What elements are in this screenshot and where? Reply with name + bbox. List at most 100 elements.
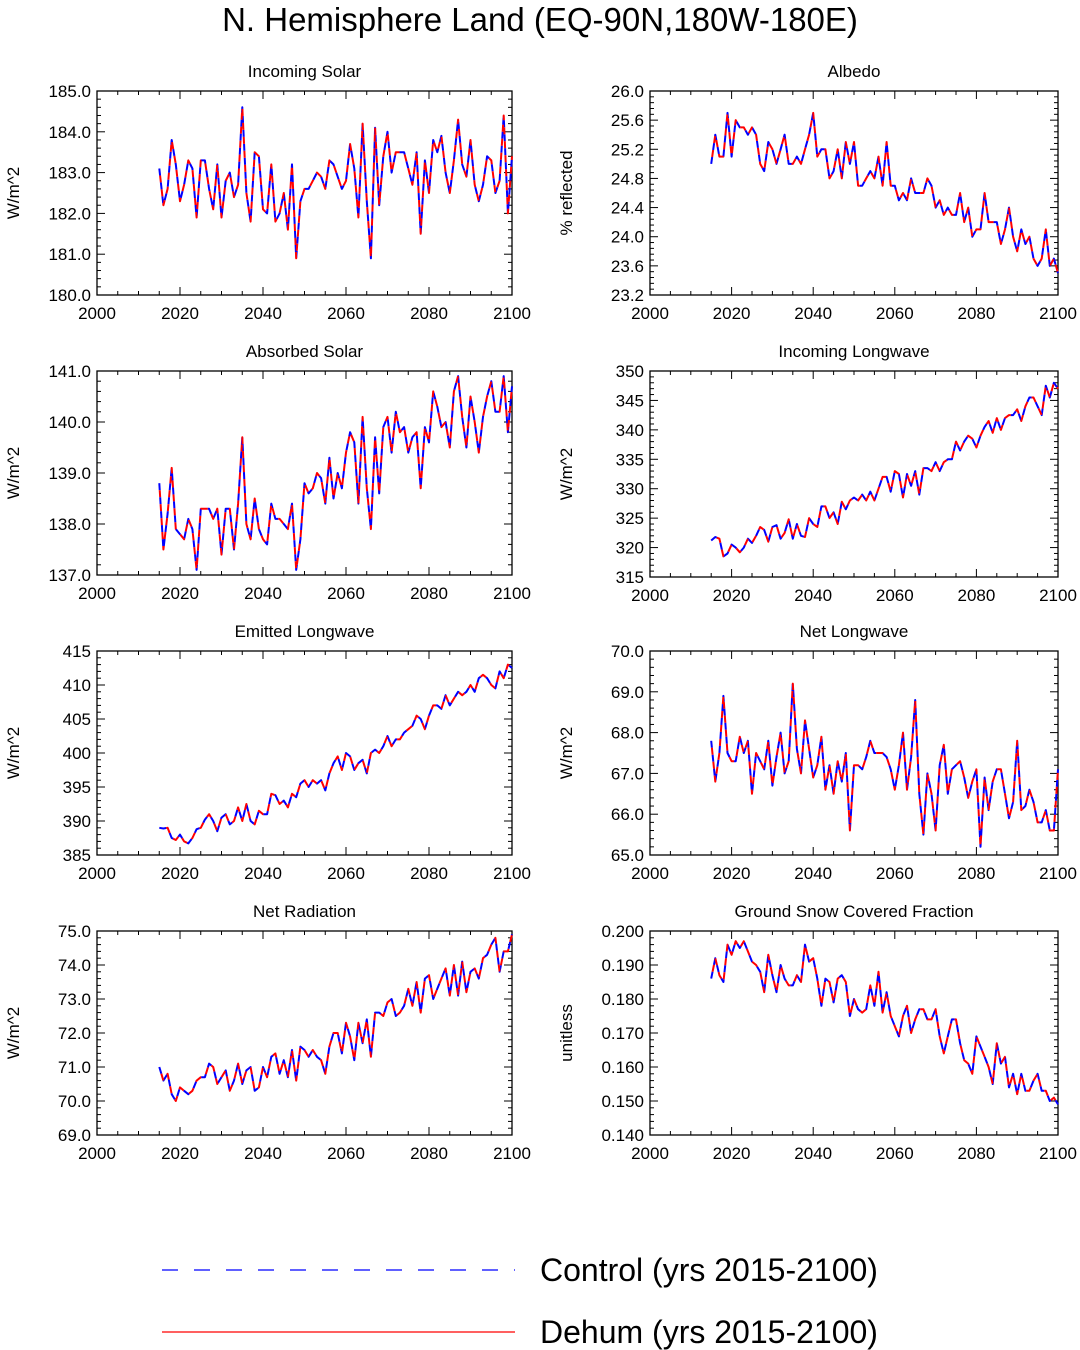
- legend-dehum-label: Dehum (yrs 2015-2100): [540, 1314, 878, 1350]
- y-tick-label: 0.160: [601, 1058, 644, 1077]
- y-tick-label: 325: [616, 509, 644, 528]
- y-tick-label: 385: [63, 846, 91, 865]
- y-tick-label: 69.0: [58, 1126, 91, 1145]
- y-tick-label: 0.190: [601, 956, 644, 975]
- x-tick-label: 2100: [493, 584, 531, 603]
- y-tick-label: 65.0: [611, 846, 644, 865]
- x-tick-label: 2020: [161, 304, 199, 323]
- x-tick-label: 2080: [410, 1144, 448, 1163]
- y-tick-label: 24.0: [611, 228, 644, 247]
- y-tick-label: 23.6: [611, 257, 644, 276]
- series-line-dehum: [159, 663, 513, 845]
- series-line-dehum: [710, 111, 1059, 274]
- x-tick-label: 2060: [876, 304, 914, 323]
- y-axis-label: % reflected: [557, 150, 576, 235]
- x-tick-label: 2020: [161, 584, 199, 603]
- panel-title: Albedo: [828, 62, 881, 81]
- y-tick-label: 73.0: [58, 990, 91, 1009]
- plot-frame: [649, 650, 1059, 856]
- plot-frame: [96, 370, 513, 576]
- y-tick-label: 141.0: [48, 362, 91, 381]
- y-tick-label: 72.0: [58, 1024, 91, 1043]
- legend-control-label: Control (yrs 2015-2100): [540, 1252, 878, 1288]
- series-line-dehum: [158, 375, 513, 571]
- y-axis-label: W/m^2: [4, 167, 23, 219]
- y-tick-label: 185.0: [48, 82, 91, 101]
- series-line-control: [158, 934, 513, 1102]
- x-tick-label: 2020: [713, 864, 751, 883]
- panel-7: Net Radiation W/m^2 2000 2020 2040 2060 2080 21…: [4, 902, 531, 1163]
- series-line-control: [710, 682, 1059, 848]
- y-tick-label: 400: [63, 744, 91, 763]
- y-tick-label: 24.4: [611, 199, 644, 218]
- x-tick-label: 2040: [794, 586, 832, 605]
- panel-1: Incoming Solar W/m^2 2000 2020 2040 2060 2080 2…: [4, 62, 531, 323]
- x-tick-label: 2100: [1039, 864, 1077, 883]
- y-tick-label: 335: [616, 450, 644, 469]
- series-line-dehum: [158, 106, 513, 260]
- y-axis-label: W/m^2: [557, 448, 576, 500]
- y-tick-label: 320: [616, 539, 644, 558]
- x-tick-label: 2000: [631, 586, 669, 605]
- y-tick-label: 70.0: [58, 1092, 91, 1111]
- y-tick-label: 137.0: [48, 566, 91, 585]
- y-tick-label: 24.8: [611, 169, 644, 188]
- y-axis-label: W/m^2: [557, 727, 576, 779]
- y-axis-label: W/m^2: [4, 1007, 23, 1059]
- x-tick-label: 2020: [161, 1144, 199, 1163]
- series-line-dehum: [158, 934, 513, 1102]
- y-tick-label: 75.0: [58, 922, 91, 941]
- y-tick-label: 67.0: [611, 764, 644, 783]
- x-tick-label: 2060: [876, 864, 914, 883]
- y-tick-label: 0.150: [601, 1092, 644, 1111]
- y-tick-label: 26.0: [611, 82, 644, 101]
- y-tick-label: 390: [63, 812, 91, 831]
- x-tick-label: 2000: [78, 864, 116, 883]
- x-tick-label: 2040: [244, 864, 282, 883]
- x-tick-label: 2040: [794, 864, 832, 883]
- x-tick-label: 2080: [957, 304, 995, 323]
- y-tick-label: 410: [63, 676, 91, 695]
- panel-title: Absorbed Solar: [246, 342, 364, 361]
- x-tick-label: 2000: [78, 1144, 116, 1163]
- y-tick-label: 140.0: [48, 413, 91, 432]
- series-line-control: [159, 663, 513, 845]
- y-tick-label: 0.200: [601, 922, 644, 941]
- x-tick-label: 2060: [876, 1144, 914, 1163]
- x-tick-label: 2000: [631, 864, 669, 883]
- y-tick-label: 25.2: [611, 140, 644, 159]
- x-tick-label: 2100: [1039, 1144, 1077, 1163]
- y-axis-label: unitless: [557, 1004, 576, 1062]
- x-tick-label: 2020: [713, 586, 751, 605]
- y-tick-label: 139.0: [48, 464, 91, 483]
- series-line-dehum: [710, 381, 1059, 558]
- series-line-dehum: [710, 940, 1059, 1105]
- x-tick-label: 2060: [327, 304, 365, 323]
- y-tick-label: 405: [63, 710, 91, 729]
- y-tick-label: 74.0: [58, 956, 91, 975]
- panel-title: Incoming Solar: [248, 62, 362, 81]
- panel-5: Emitted Longwave W/m^2 2000 2020 2040 2060 208…: [4, 622, 531, 883]
- y-tick-label: 345: [616, 391, 644, 410]
- panel-6: Net Longwave W/m^2 2000 2020 2040 2060 2080 210…: [557, 622, 1077, 883]
- x-tick-label: 2060: [876, 586, 914, 605]
- x-tick-label: 2080: [410, 584, 448, 603]
- y-tick-label: 66.0: [611, 805, 644, 824]
- x-tick-label: 2100: [493, 304, 531, 323]
- y-tick-label: 395: [63, 778, 91, 797]
- plot-frame: [96, 650, 513, 856]
- x-tick-label: 2060: [327, 584, 365, 603]
- panel-2: Albedo % reflected 2000 2020 2040 2060 2080 210…: [557, 62, 1077, 323]
- series-line-control: [158, 375, 513, 571]
- y-tick-label: 0.140: [601, 1126, 644, 1145]
- x-tick-label: 2060: [327, 1144, 365, 1163]
- plot-frame: [649, 370, 1059, 578]
- panel-title: Incoming Longwave: [778, 342, 929, 361]
- panel-3: Absorbed Solar W/m^2 2000 2020 2040 2060 2080 2…: [4, 342, 531, 603]
- y-tick-label: 183.0: [48, 164, 91, 183]
- series-line-dehum: [710, 682, 1059, 848]
- y-tick-label: 69.0: [611, 683, 644, 702]
- y-tick-label: 330: [616, 480, 644, 499]
- x-tick-label: 2080: [410, 864, 448, 883]
